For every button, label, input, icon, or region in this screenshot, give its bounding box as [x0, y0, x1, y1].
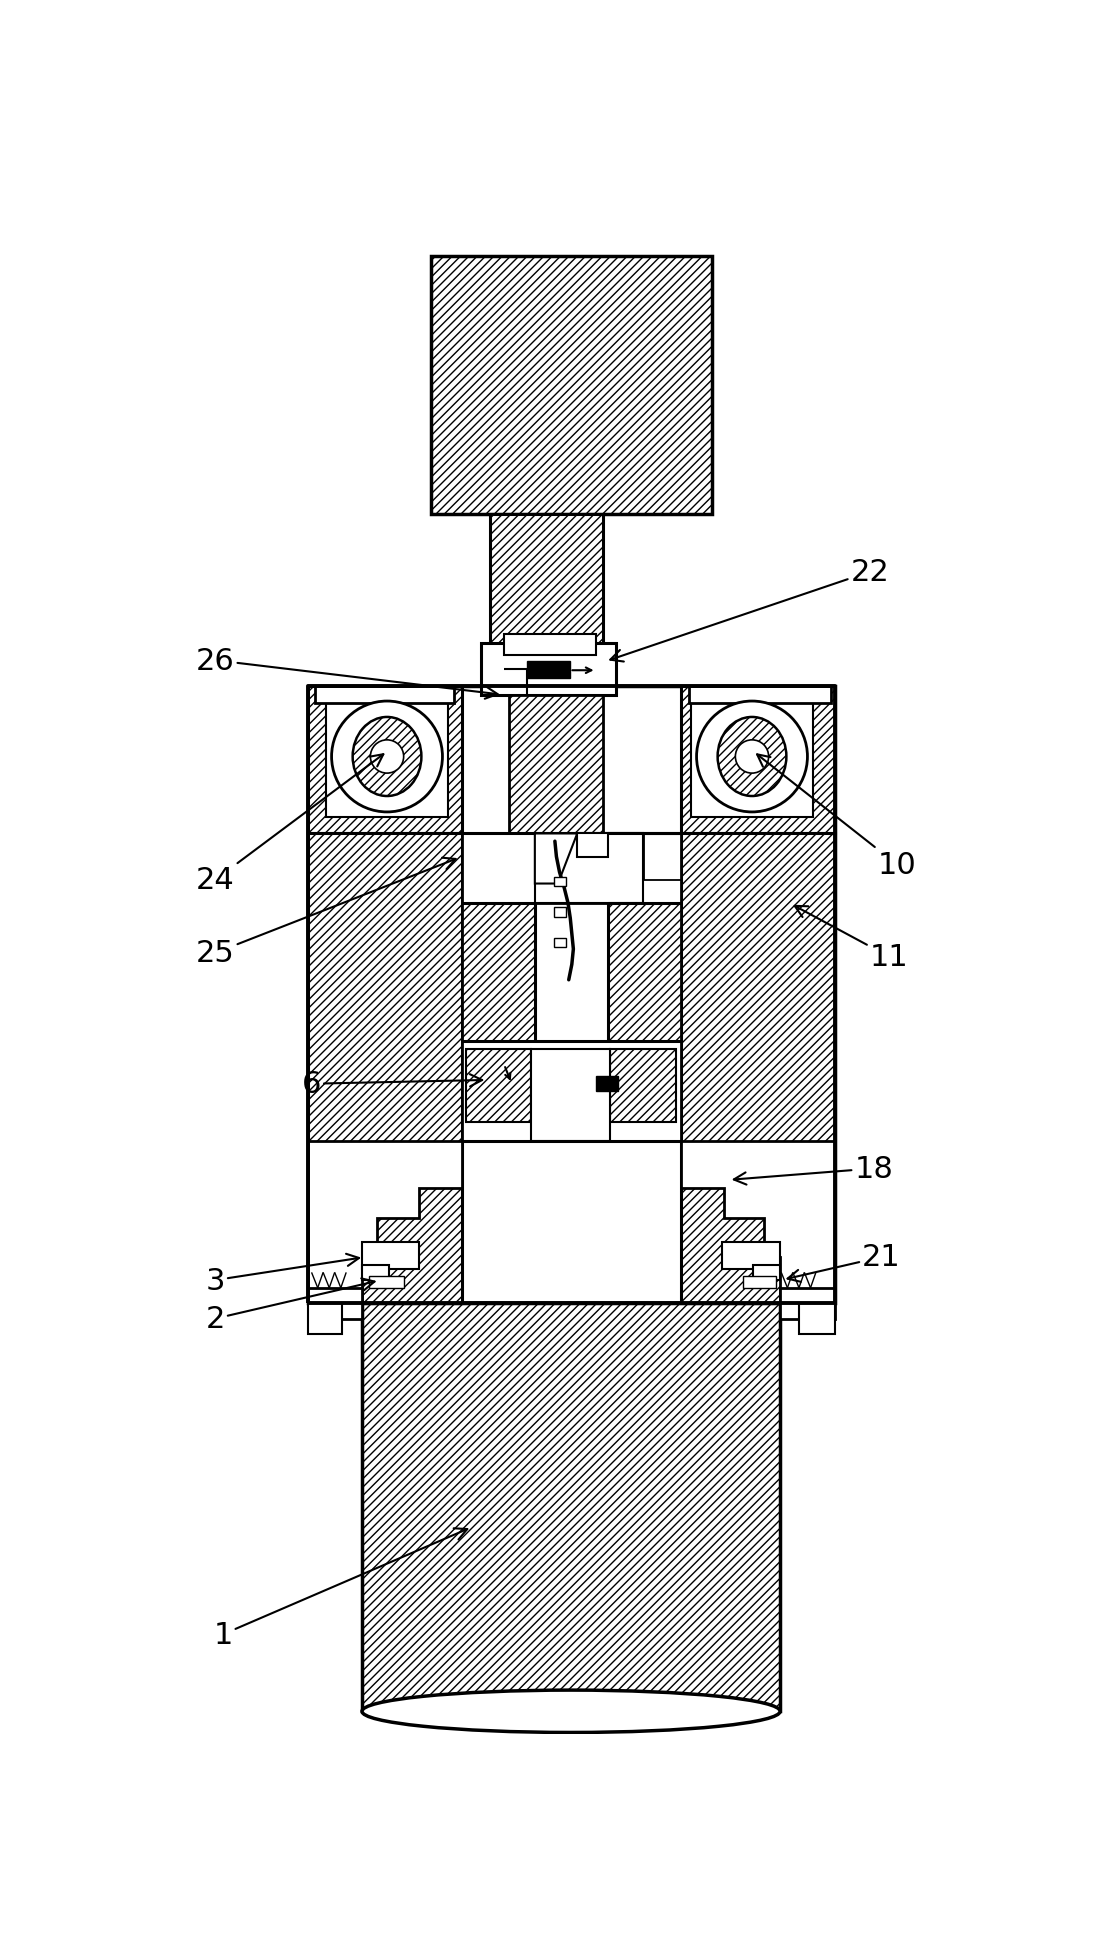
- Text: 22: 22: [610, 557, 889, 662]
- Bar: [689, 686, 832, 703]
- Bar: [508, 695, 602, 834]
- Ellipse shape: [718, 717, 786, 797]
- Bar: [527, 662, 570, 678]
- Polygon shape: [535, 834, 578, 884]
- Text: 25: 25: [196, 859, 456, 968]
- Ellipse shape: [362, 1691, 780, 1732]
- Bar: [597, 1077, 618, 1093]
- Bar: [743, 1276, 776, 1288]
- Bar: [361, 1264, 388, 1280]
- Text: 6: 6: [302, 1069, 482, 1099]
- Bar: [361, 1243, 419, 1268]
- Circle shape: [697, 701, 807, 812]
- Text: 24: 24: [196, 754, 384, 894]
- Text: 26: 26: [196, 647, 497, 699]
- Circle shape: [736, 740, 768, 773]
- Bar: [554, 939, 566, 949]
- Bar: [462, 904, 535, 1142]
- Text: 21: 21: [787, 1243, 901, 1282]
- Bar: [481, 645, 615, 695]
- Text: 10: 10: [757, 756, 917, 879]
- Bar: [504, 635, 597, 656]
- Bar: [308, 834, 462, 1303]
- Bar: [681, 686, 835, 834]
- Circle shape: [370, 740, 404, 773]
- Bar: [610, 1050, 676, 1122]
- Ellipse shape: [352, 717, 421, 797]
- Bar: [326, 695, 448, 818]
- Bar: [491, 514, 602, 649]
- Bar: [723, 1243, 779, 1268]
- Text: 1: 1: [213, 1529, 467, 1648]
- Circle shape: [331, 701, 443, 812]
- Bar: [608, 904, 681, 1142]
- Text: 11: 11: [795, 906, 909, 972]
- Bar: [361, 1303, 779, 1712]
- Polygon shape: [308, 1142, 462, 1303]
- Polygon shape: [578, 834, 608, 857]
- Bar: [308, 686, 835, 1303]
- Bar: [681, 834, 835, 1303]
- Bar: [779, 1288, 835, 1319]
- Polygon shape: [681, 1142, 835, 1303]
- Bar: [308, 1288, 361, 1319]
- Bar: [531, 1050, 610, 1142]
- Text: 3: 3: [205, 1255, 359, 1295]
- Bar: [316, 686, 454, 703]
- Text: 18: 18: [734, 1155, 893, 1184]
- Bar: [308, 1303, 342, 1334]
- Text: 2: 2: [205, 1278, 375, 1332]
- Bar: [753, 1264, 779, 1280]
- Bar: [430, 257, 712, 514]
- Bar: [308, 686, 462, 834]
- Bar: [466, 1050, 531, 1122]
- Bar: [799, 1303, 835, 1334]
- Bar: [462, 834, 681, 904]
- Bar: [554, 908, 566, 918]
- Bar: [691, 695, 813, 818]
- Bar: [535, 834, 642, 904]
- Bar: [369, 1276, 404, 1288]
- Bar: [554, 877, 566, 886]
- Bar: [462, 1042, 681, 1142]
